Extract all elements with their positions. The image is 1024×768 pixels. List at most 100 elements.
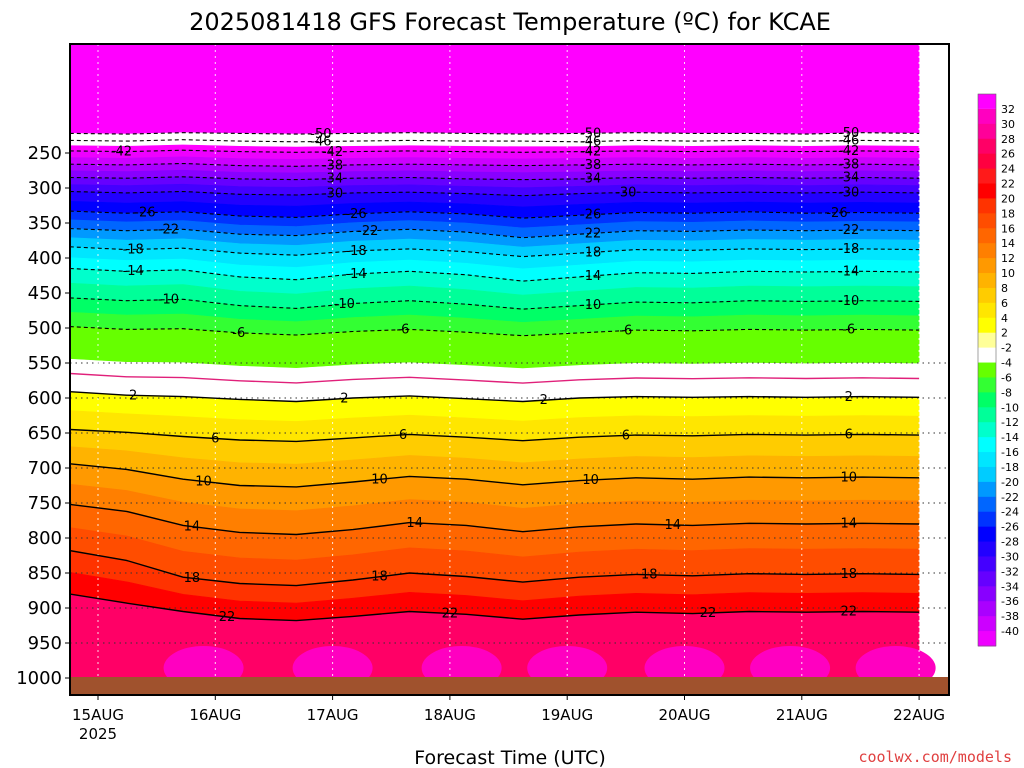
isotherm--42 <box>70 149 920 153</box>
colorbar-tick-label: 6 <box>1001 297 1008 310</box>
isotherm-6 <box>70 428 920 443</box>
colorbar-tick-label: -20 <box>1001 476 1019 489</box>
colorbar-tick-label: -32 <box>1001 565 1019 578</box>
colorbar-swatch <box>978 243 996 259</box>
temperature-bands <box>70 44 936 695</box>
contour-label: 2 <box>129 388 137 403</box>
contour-label: -18 <box>580 245 601 260</box>
contour-label: 18 <box>641 568 658 583</box>
colorbar-swatch <box>978 94 996 109</box>
contour-label: -6 <box>396 323 409 338</box>
colorbar-swatch <box>978 258 996 274</box>
contour-label: -46 <box>838 134 859 149</box>
colorbar-swatch <box>978 496 996 513</box>
colorbar-tick-label: 24 <box>1001 163 1015 176</box>
colorbar-swatch <box>978 347 996 364</box>
contour-label: 2 <box>540 393 548 408</box>
colorbar-swatch <box>978 481 996 498</box>
contour-label: -6 <box>232 326 245 341</box>
y-tick-label: 1000 <box>16 668 62 689</box>
isotherm-18 <box>70 549 920 587</box>
colorbar-tick-label: 2 <box>1001 327 1008 340</box>
x-tick-label: 21AUG <box>776 706 828 724</box>
colorbar-swatch <box>978 362 996 378</box>
isotherm--14 <box>70 267 920 282</box>
contour-label: -18 <box>838 242 859 257</box>
isotherm-14 <box>70 503 920 536</box>
y-tick-label: 850 <box>28 563 62 584</box>
credit-link[interactable]: coolwx.com/models <box>858 748 1012 766</box>
y-tick-label: 550 <box>28 353 62 374</box>
y-tick-label: 700 <box>28 458 62 479</box>
contour-label: -50 <box>580 126 601 141</box>
y-axis: 250 300 350 400 450 500 550 600 650 700 750 800 850 9… <box>16 143 70 689</box>
isotherm--18 <box>70 246 920 258</box>
contour-label: 18 <box>184 571 201 586</box>
contour-label: -22 <box>158 223 179 238</box>
colorbar-swatch <box>978 586 996 602</box>
isotherm--30 <box>70 190 920 197</box>
contour-label: -10 <box>580 298 601 313</box>
band--50 <box>70 44 920 135</box>
colorbar-tick-label: 12 <box>1001 252 1015 265</box>
colorbar-tick-label: -4 <box>1001 357 1012 370</box>
contour-label: -10 <box>158 293 179 308</box>
contour-label: -10 <box>334 297 355 312</box>
colorbar-tick-label: -12 <box>1001 416 1019 429</box>
contour-label: -18 <box>345 244 366 259</box>
y-tick-label: 500 <box>28 318 62 339</box>
isotherm--26 <box>70 210 920 219</box>
contour-label: -6 <box>619 324 632 339</box>
colorbar-swatch <box>978 407 996 423</box>
colorbar-tick-label: 10 <box>1001 267 1015 280</box>
contour-label: 14 <box>840 516 857 531</box>
colorbar-swatch <box>978 302 996 319</box>
contour-label: -14 <box>345 267 366 282</box>
y-tick-label: 450 <box>28 283 62 304</box>
colorbar-swatch <box>978 601 996 617</box>
contour-label: -10 <box>838 294 859 309</box>
contour-label: -26 <box>134 206 155 221</box>
colorbar-tick-label: -22 <box>1001 491 1019 504</box>
contour-label: -34 <box>322 172 343 187</box>
contour-label: -30 <box>838 185 859 200</box>
isotherm--6 <box>70 326 920 337</box>
x-year-label: 2025 <box>79 725 117 743</box>
chart-title: 2025081418 GFS Forecast Temperature (ºC)… <box>189 8 831 36</box>
contour-label: 14 <box>664 518 681 533</box>
colorbar-swatch <box>978 153 996 170</box>
colorbar-tick-label: -30 <box>1001 550 1019 563</box>
colorbar-tick-label: 22 <box>1001 178 1015 191</box>
x-tick-label: 15AUG <box>72 706 124 724</box>
colorbar-tick-label: -18 <box>1001 461 1019 474</box>
contour-label: 10 <box>840 470 857 485</box>
y-tick-label: 900 <box>28 598 62 619</box>
x-tick-label: 22AUG <box>893 706 945 724</box>
colorbar-swatch <box>978 541 996 557</box>
contour-label: 22 <box>219 610 236 625</box>
contour-label: -34 <box>838 171 859 186</box>
contour-label: 10 <box>195 474 212 489</box>
y-tick-label: 950 <box>28 633 62 654</box>
x-tick-label: 17AUG <box>307 706 359 724</box>
colorbar-swatch <box>978 273 996 289</box>
colorbar-tick-label: -8 <box>1001 386 1012 399</box>
contour-label: -46 <box>310 134 331 149</box>
contour-label: -14 <box>580 269 601 284</box>
contour-label: 22 <box>442 606 459 621</box>
y-tick-label: 800 <box>28 528 62 549</box>
contour-label: 10 <box>582 473 599 488</box>
colorbar-swatch <box>978 138 996 155</box>
isotherm--50 <box>70 132 920 135</box>
x-tick-label: 19AUG <box>541 706 593 724</box>
contour-label: -50 <box>310 127 331 142</box>
y-tick-label: 300 <box>28 178 62 199</box>
contour-label: -38 <box>838 157 859 172</box>
colorbar-swatch <box>978 332 996 349</box>
colorbar-swatch <box>978 616 996 632</box>
contour-label: 14 <box>406 516 423 531</box>
x-tick-label: 18AUG <box>424 706 476 724</box>
colorbar-swatch <box>978 571 996 587</box>
isotherm-22 <box>70 593 920 622</box>
